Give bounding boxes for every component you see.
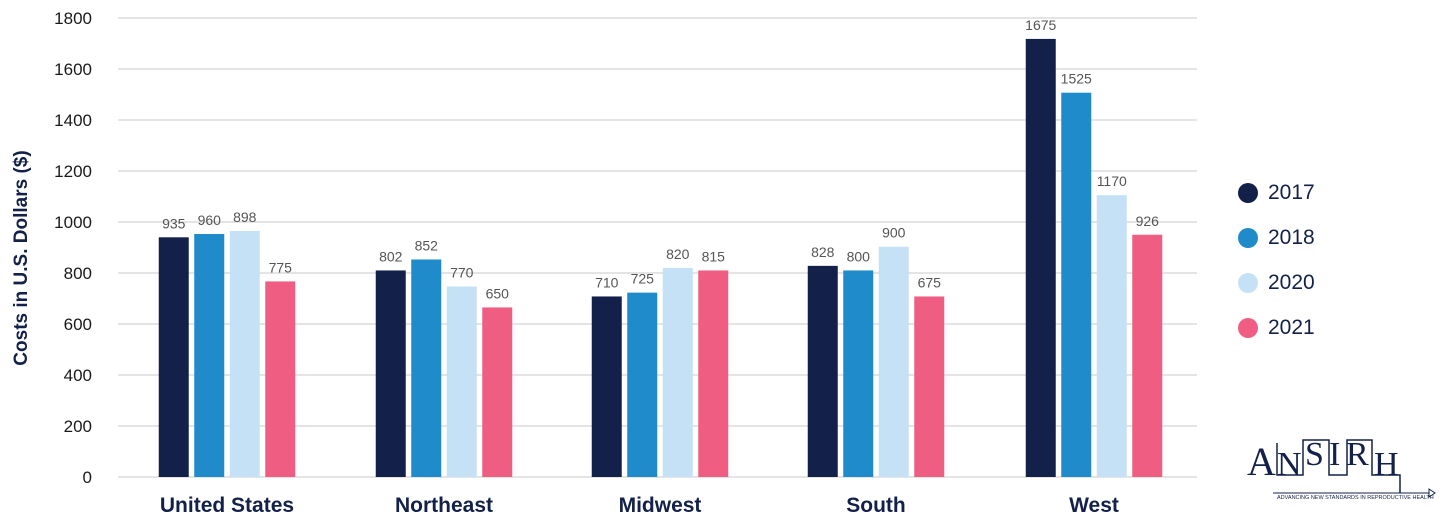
svg-text:A: A: [1247, 439, 1276, 484]
data-label-west-2021: 926: [1136, 213, 1160, 229]
data-label-south-2020: 900: [882, 225, 906, 241]
data-label-northeast-2020: 770: [450, 265, 474, 281]
legend-label-2020: 2020: [1268, 270, 1315, 294]
legend-item-2017: 2017: [1238, 170, 1315, 215]
ansirh-logo: A N S I R H ADVANCING NEW STANDARDS IN R…: [1243, 435, 1443, 515]
category-label-south: South: [846, 494, 905, 517]
data-label-united-states-2018: 960: [198, 212, 222, 228]
y-tick-label-600: 600: [64, 315, 92, 334]
data-label-south-2018: 800: [847, 248, 871, 264]
bar-west-2020: [1096, 195, 1127, 477]
bar-south-2018: [843, 270, 874, 477]
bar-northeast-2020: [446, 286, 477, 477]
data-label-south-2021: 675: [918, 274, 942, 290]
bar-west-2018: [1061, 92, 1092, 477]
data-labels: 935 960 898 775 802 852 770 650 710 725 820 815 828 8…: [162, 17, 1159, 302]
data-label-northeast-2017: 802: [379, 248, 403, 264]
data-label-united-states-2020: 898: [233, 209, 257, 225]
y-tick-label-1800: 1800: [54, 9, 92, 28]
bar-northeast-2018: [411, 259, 442, 477]
legend: 2017 2018 2020 2021: [1238, 170, 1315, 350]
data-label-northeast-2021: 650: [486, 285, 510, 301]
data-label-midwest-2018: 725: [631, 271, 655, 287]
svg-text:R: R: [1346, 436, 1369, 473]
bar-midwest-2018: [627, 292, 658, 477]
y-tick-label-1200: 1200: [54, 162, 92, 181]
bars: [158, 38, 1163, 477]
y-axis-ticks: 0 200 400 600 800 1000 1200 1400 1600 1800: [54, 9, 92, 487]
bar-united-states-2017: [158, 237, 189, 477]
data-label-midwest-2021: 815: [702, 248, 726, 264]
ansirh-logo-mark: A N S I R H ADVANCING NEW STANDARDS IN R…: [1247, 436, 1436, 501]
ansirh-tagline: ADVANCING NEW STANDARDS IN REPRODUCTIVE …: [1277, 495, 1434, 501]
legend-label-2017: 2017: [1268, 180, 1315, 204]
y-tick-label-400: 400: [64, 366, 92, 385]
data-label-west-2018: 1525: [1061, 71, 1092, 87]
y-tick-label-1000: 1000: [54, 213, 92, 232]
bar-united-states-2018: [194, 233, 225, 477]
y-tick-label-1600: 1600: [54, 60, 92, 79]
y-axis-label: Costs in U.S. Dollars ($): [11, 150, 32, 365]
legend-label-2018: 2018: [1268, 225, 1315, 249]
legend-swatch-2017: [1238, 182, 1258, 203]
category-label-northeast: Northeast: [395, 494, 493, 517]
svg-text:H: H: [1374, 446, 1399, 483]
category-label-united-states: United States: [160, 494, 294, 517]
data-label-west-2017: 1675: [1025, 17, 1056, 33]
legend-item-2020: 2020: [1238, 260, 1315, 305]
bar-northeast-2021: [482, 307, 513, 477]
bar-midwest-2020: [662, 267, 693, 477]
bar-south-2020: [878, 246, 909, 477]
svg-text:I: I: [1329, 436, 1340, 473]
svg-text:S: S: [1305, 436, 1324, 473]
category-label-west: West: [1069, 494, 1119, 517]
data-label-northeast-2018: 852: [415, 237, 439, 253]
bar-midwest-2021: [698, 270, 729, 477]
x-axis-categories: United States Northeast Midwest South West: [160, 494, 1119, 517]
data-label-united-states-2021: 775: [269, 259, 293, 275]
y-tick-label-0: 0: [83, 468, 92, 487]
svg-text:N: N: [1277, 446, 1302, 483]
y-tick-label-1400: 1400: [54, 111, 92, 130]
category-label-midwest: Midwest: [619, 494, 702, 517]
data-label-midwest-2017: 710: [595, 274, 619, 290]
legend-swatch-2021: [1238, 317, 1258, 338]
bar-south-2017: [807, 265, 838, 477]
legend-swatch-2020: [1238, 272, 1258, 293]
data-label-west-2020: 1170: [1097, 173, 1127, 189]
data-label-midwest-2020: 820: [666, 246, 690, 262]
bar-united-states-2020: [229, 230, 260, 477]
legend-item-2021: 2021: [1238, 305, 1315, 350]
bar-west-2021: [1132, 234, 1163, 477]
bar-south-2021: [914, 296, 945, 477]
bar-west-2017: [1025, 38, 1056, 477]
bar-northeast-2017: [375, 270, 406, 477]
bar-midwest-2017: [591, 296, 622, 477]
y-tick-label-200: 200: [64, 417, 92, 436]
y-tick-label-800: 800: [64, 264, 92, 283]
data-label-united-states-2017: 935: [162, 215, 186, 231]
bar-united-states-2021: [265, 281, 296, 477]
data-label-south-2017: 828: [811, 244, 835, 260]
gridlines: [118, 17, 1197, 478]
legend-swatch-2018: [1238, 227, 1258, 248]
legend-label-2021: 2021: [1268, 315, 1315, 339]
legend-item-2018: 2018: [1238, 215, 1315, 260]
